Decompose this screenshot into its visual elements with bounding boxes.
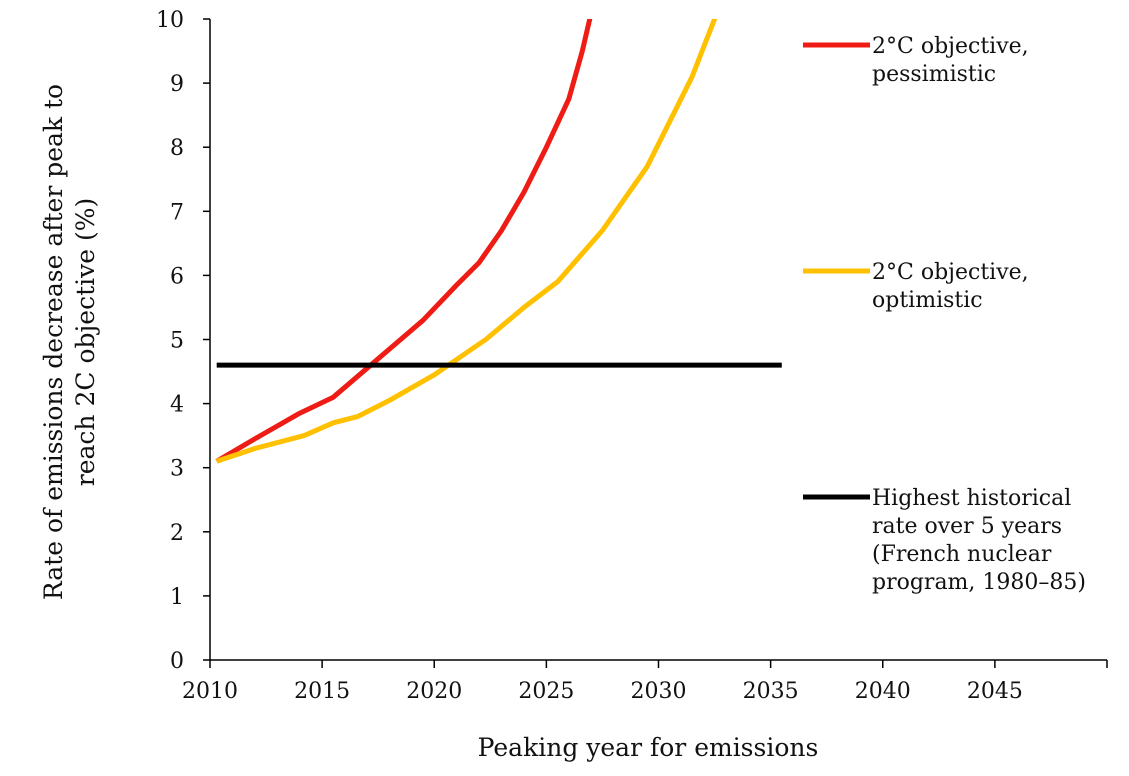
legend-label: optimistic xyxy=(872,288,983,313)
x-tick-label: 2010 xyxy=(182,679,238,704)
x-tick-label: 2020 xyxy=(406,679,462,704)
legend-item-optimistic: 2°C objective, optimistic xyxy=(803,260,1029,313)
y-axis-title-line: reach 2C objective (%) xyxy=(71,198,100,486)
x-tick-label: 2015 xyxy=(294,679,350,704)
y-axis-ticks: 0 1 2 3 4 5 6 7 8 9 10 xyxy=(156,8,210,674)
x-tick-label: 2045 xyxy=(967,679,1023,704)
y-tick-label: 9 xyxy=(170,72,184,97)
y-tick-label: 8 xyxy=(170,136,184,161)
y-tick-label: 5 xyxy=(170,329,184,354)
y-tick-label: 10 xyxy=(156,8,184,33)
y-tick-label: 6 xyxy=(170,264,184,289)
x-tick-label: 2030 xyxy=(631,679,687,704)
legend-label: 2°C objective, xyxy=(872,260,1029,285)
legend-label: program, 1980–85) xyxy=(872,570,1086,595)
y-tick-label: 2 xyxy=(170,521,184,546)
legend: 2°C objective, pessimistic 2°C objective, o… xyxy=(803,34,1086,595)
y-tick-label: 0 xyxy=(170,649,184,674)
series-line-pessimistic xyxy=(215,19,593,464)
legend-item-pessimistic: 2°C objective, pessimistic xyxy=(803,34,1029,87)
series-line-optimistic xyxy=(215,19,718,464)
x-axis-ticks: 2010 2015 2020 2025 2030 2035 2040 2045 xyxy=(182,660,1108,704)
legend-label: rate over 5 years xyxy=(872,514,1062,539)
y-tick-label: 3 xyxy=(170,457,184,482)
x-tick-label: 2025 xyxy=(518,679,574,704)
y-tick-label: 4 xyxy=(170,393,184,418)
x-tick-label: 2040 xyxy=(855,679,911,704)
x-tick-label: 2035 xyxy=(743,679,799,704)
y-tick-label: 7 xyxy=(170,200,184,225)
series-lines xyxy=(215,19,782,464)
legend-label: 2°C objective, xyxy=(872,34,1029,59)
y-tick-label: 1 xyxy=(170,585,184,610)
legend-item-historical: Highest historical rate over 5 years (Fren… xyxy=(803,486,1086,595)
legend-label: (French nuclear xyxy=(872,542,1052,567)
y-axis-title-line: Rate of emissions decrease after peak to xyxy=(39,84,68,600)
y-axis-title: Rate of emissions decrease after peak to… xyxy=(39,84,100,600)
legend-label: pessimistic xyxy=(872,62,996,87)
legend-label: Highest historical xyxy=(872,486,1071,511)
x-axis-title: Peaking year for emissions xyxy=(478,733,819,762)
